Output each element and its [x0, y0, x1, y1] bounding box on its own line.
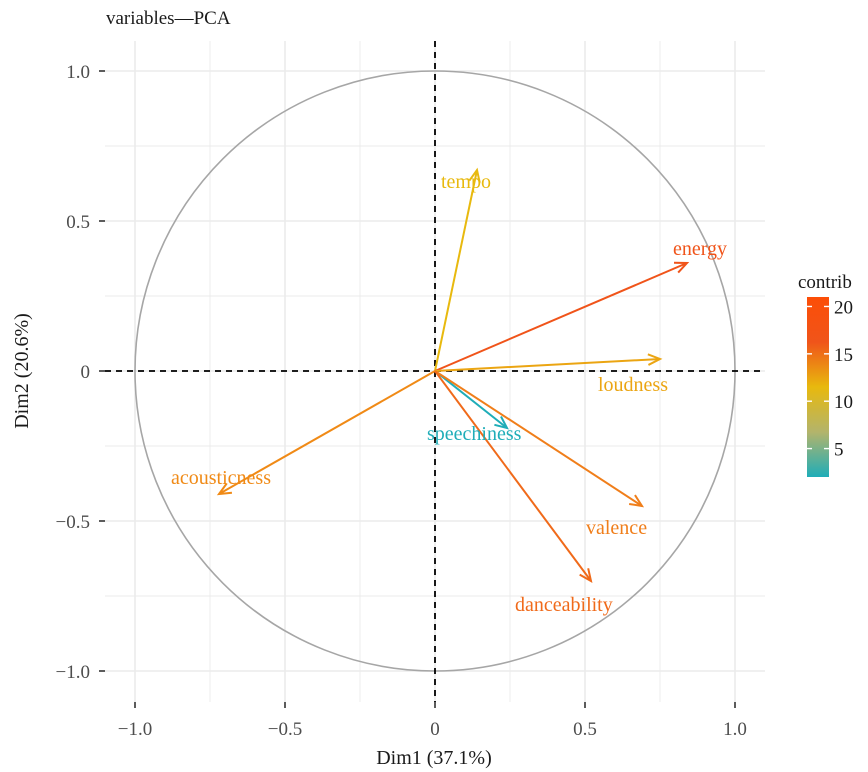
- variable-label-energy: energy: [673, 238, 727, 260]
- y-axis-label: Dim2 (20.6%): [11, 313, 33, 429]
- arrowhead-tempo: [468, 167, 481, 183]
- chart-title: variables—PCA: [106, 8, 231, 29]
- arrow-shaft-energy: [434, 262, 688, 372]
- variable-label-speechiness: speechiness: [427, 423, 522, 445]
- arrow-acousticness: [216, 370, 436, 496]
- arrow-shaft-loudness: [434, 358, 661, 372]
- arrow-energy: [434, 261, 690, 372]
- x-tick-label: 0: [430, 719, 440, 740]
- arrow-shaft-tempo: [434, 169, 478, 372]
- arrow-tempo: [434, 167, 481, 372]
- arrow-shaft-danceability: [434, 370, 592, 582]
- legend-ticks: 20 15 10 5: [807, 297, 853, 461]
- arrowhead-loudness: [647, 353, 663, 366]
- variable-label-acousticness: acousticness: [171, 467, 271, 489]
- y-tick-label: 0.5: [66, 212, 90, 233]
- variable-arrows: [216, 167, 690, 583]
- arrowhead-valence: [629, 494, 645, 508]
- arrow-shaft-speechiness: [434, 370, 508, 429]
- y-tick-label: 1.0: [66, 62, 90, 83]
- arrow-loudness: [434, 353, 663, 372]
- x-tick-label: 0.5: [573, 719, 597, 740]
- x-tick-label: −1.0: [118, 719, 152, 740]
- arrowhead-danceability: [579, 568, 593, 583]
- y-tick-label: −1.0: [56, 662, 90, 683]
- arrowhead-acousticness: [216, 482, 233, 496]
- arrow-shaft-valence: [434, 370, 643, 507]
- y-tick-label: 0: [81, 362, 91, 383]
- arrow-danceability: [434, 370, 593, 583]
- x-axis-ticks: −1.0 −0.5 0 0.5 1.0: [118, 702, 747, 740]
- legend-color-bar: [807, 297, 829, 477]
- arrow-speechiness: [434, 370, 509, 430]
- arrowhead-speechiness: [494, 416, 509, 430]
- x-tick-label: 1.0: [723, 719, 747, 740]
- legend-tick-label: 15: [834, 345, 853, 366]
- legend: contrib 20 15 10 5: [798, 272, 853, 477]
- arrow-valence: [434, 370, 645, 508]
- legend-tick-label: 20: [834, 297, 853, 318]
- variable-label-danceability: danceability: [515, 594, 613, 616]
- arrowhead-energy: [673, 261, 690, 274]
- y-tick-label: −0.5: [56, 512, 90, 533]
- legend-title: contrib: [798, 272, 852, 293]
- legend-tick-label: 10: [834, 392, 853, 413]
- variable-label-valence: valence: [586, 517, 647, 539]
- variable-label-loudness: loudness: [598, 374, 668, 396]
- x-axis-label: Dim1 (37.1%): [376, 747, 492, 769]
- y-axis-ticks: 1.0 0.5 0 −0.5 −1.0: [56, 62, 105, 683]
- x-tick-label: −0.5: [268, 719, 302, 740]
- variable-label-tempo: tempo: [441, 171, 491, 193]
- variable-labels: tempo energy loudness speechiness acousticne…: [171, 171, 727, 616]
- legend-tick-label: 5: [834, 440, 844, 461]
- arrow-shaft-acousticness: [218, 370, 436, 495]
